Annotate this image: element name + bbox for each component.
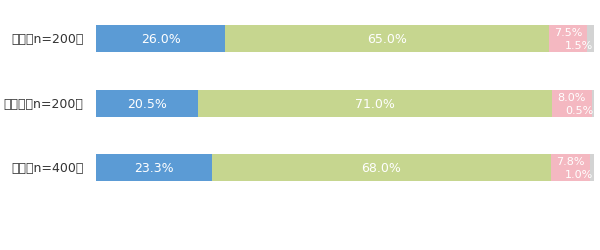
Bar: [549, 26, 587, 53]
Bar: [198, 90, 551, 117]
Bar: [551, 90, 592, 117]
Text: 71.0%: 71.0%: [355, 97, 395, 110]
Text: 都市部（n=200）: 都市部（n=200）: [4, 97, 83, 110]
Text: 1.5%: 1.5%: [565, 41, 593, 51]
Bar: [551, 154, 590, 182]
Text: 7.5%: 7.5%: [554, 28, 582, 38]
Text: 20.5%: 20.5%: [127, 97, 167, 110]
Text: 65.0%: 65.0%: [367, 33, 407, 46]
Legend: 多めに欲しい, 適正に欲しい, 少なめで欲しい, 薬は欲しくない: 多めに欲しい, 適正に欲しい, 少なめで欲しい, 薬は欲しくない: [207, 248, 483, 250]
Text: 23.3%: 23.3%: [134, 162, 174, 174]
Bar: [592, 90, 594, 117]
Bar: [587, 26, 594, 53]
Bar: [212, 154, 551, 182]
Text: 全体（n=400）: 全体（n=400）: [11, 162, 83, 174]
Bar: [590, 154, 595, 182]
Text: 8.0%: 8.0%: [557, 92, 586, 102]
Text: 7.8%: 7.8%: [556, 156, 584, 166]
Bar: [96, 154, 212, 182]
Text: 68.0%: 68.0%: [361, 162, 401, 174]
Bar: [96, 90, 198, 117]
Text: 地方（n=200）: 地方（n=200）: [11, 33, 83, 46]
Bar: [96, 26, 226, 53]
Text: 0.5%: 0.5%: [565, 105, 593, 115]
Text: 26.0%: 26.0%: [141, 33, 181, 46]
Bar: [226, 26, 549, 53]
Text: 1.0%: 1.0%: [565, 169, 593, 179]
